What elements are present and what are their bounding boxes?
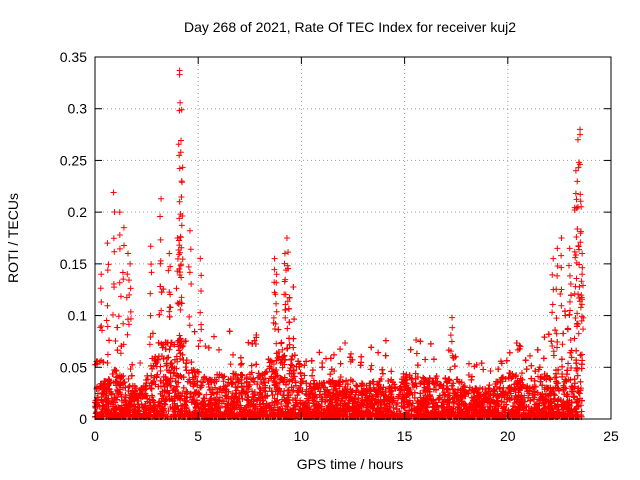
data-point — [202, 343, 209, 350]
data-point — [279, 364, 286, 371]
data-point — [227, 361, 234, 368]
data-point — [560, 398, 567, 405]
data-points — [92, 67, 587, 420]
data-point — [573, 367, 580, 374]
data-point — [298, 375, 305, 382]
data-point — [166, 346, 173, 353]
data-point — [279, 346, 286, 353]
grid — [95, 57, 611, 419]
data-point — [368, 362, 375, 369]
data-point — [137, 360, 144, 367]
chart-title: Day 268 of 2021, Rate Of TEC Index for r… — [184, 19, 516, 35]
data-point — [517, 343, 524, 350]
data-point — [551, 374, 558, 381]
data-point — [182, 364, 189, 371]
data-point — [220, 378, 227, 385]
